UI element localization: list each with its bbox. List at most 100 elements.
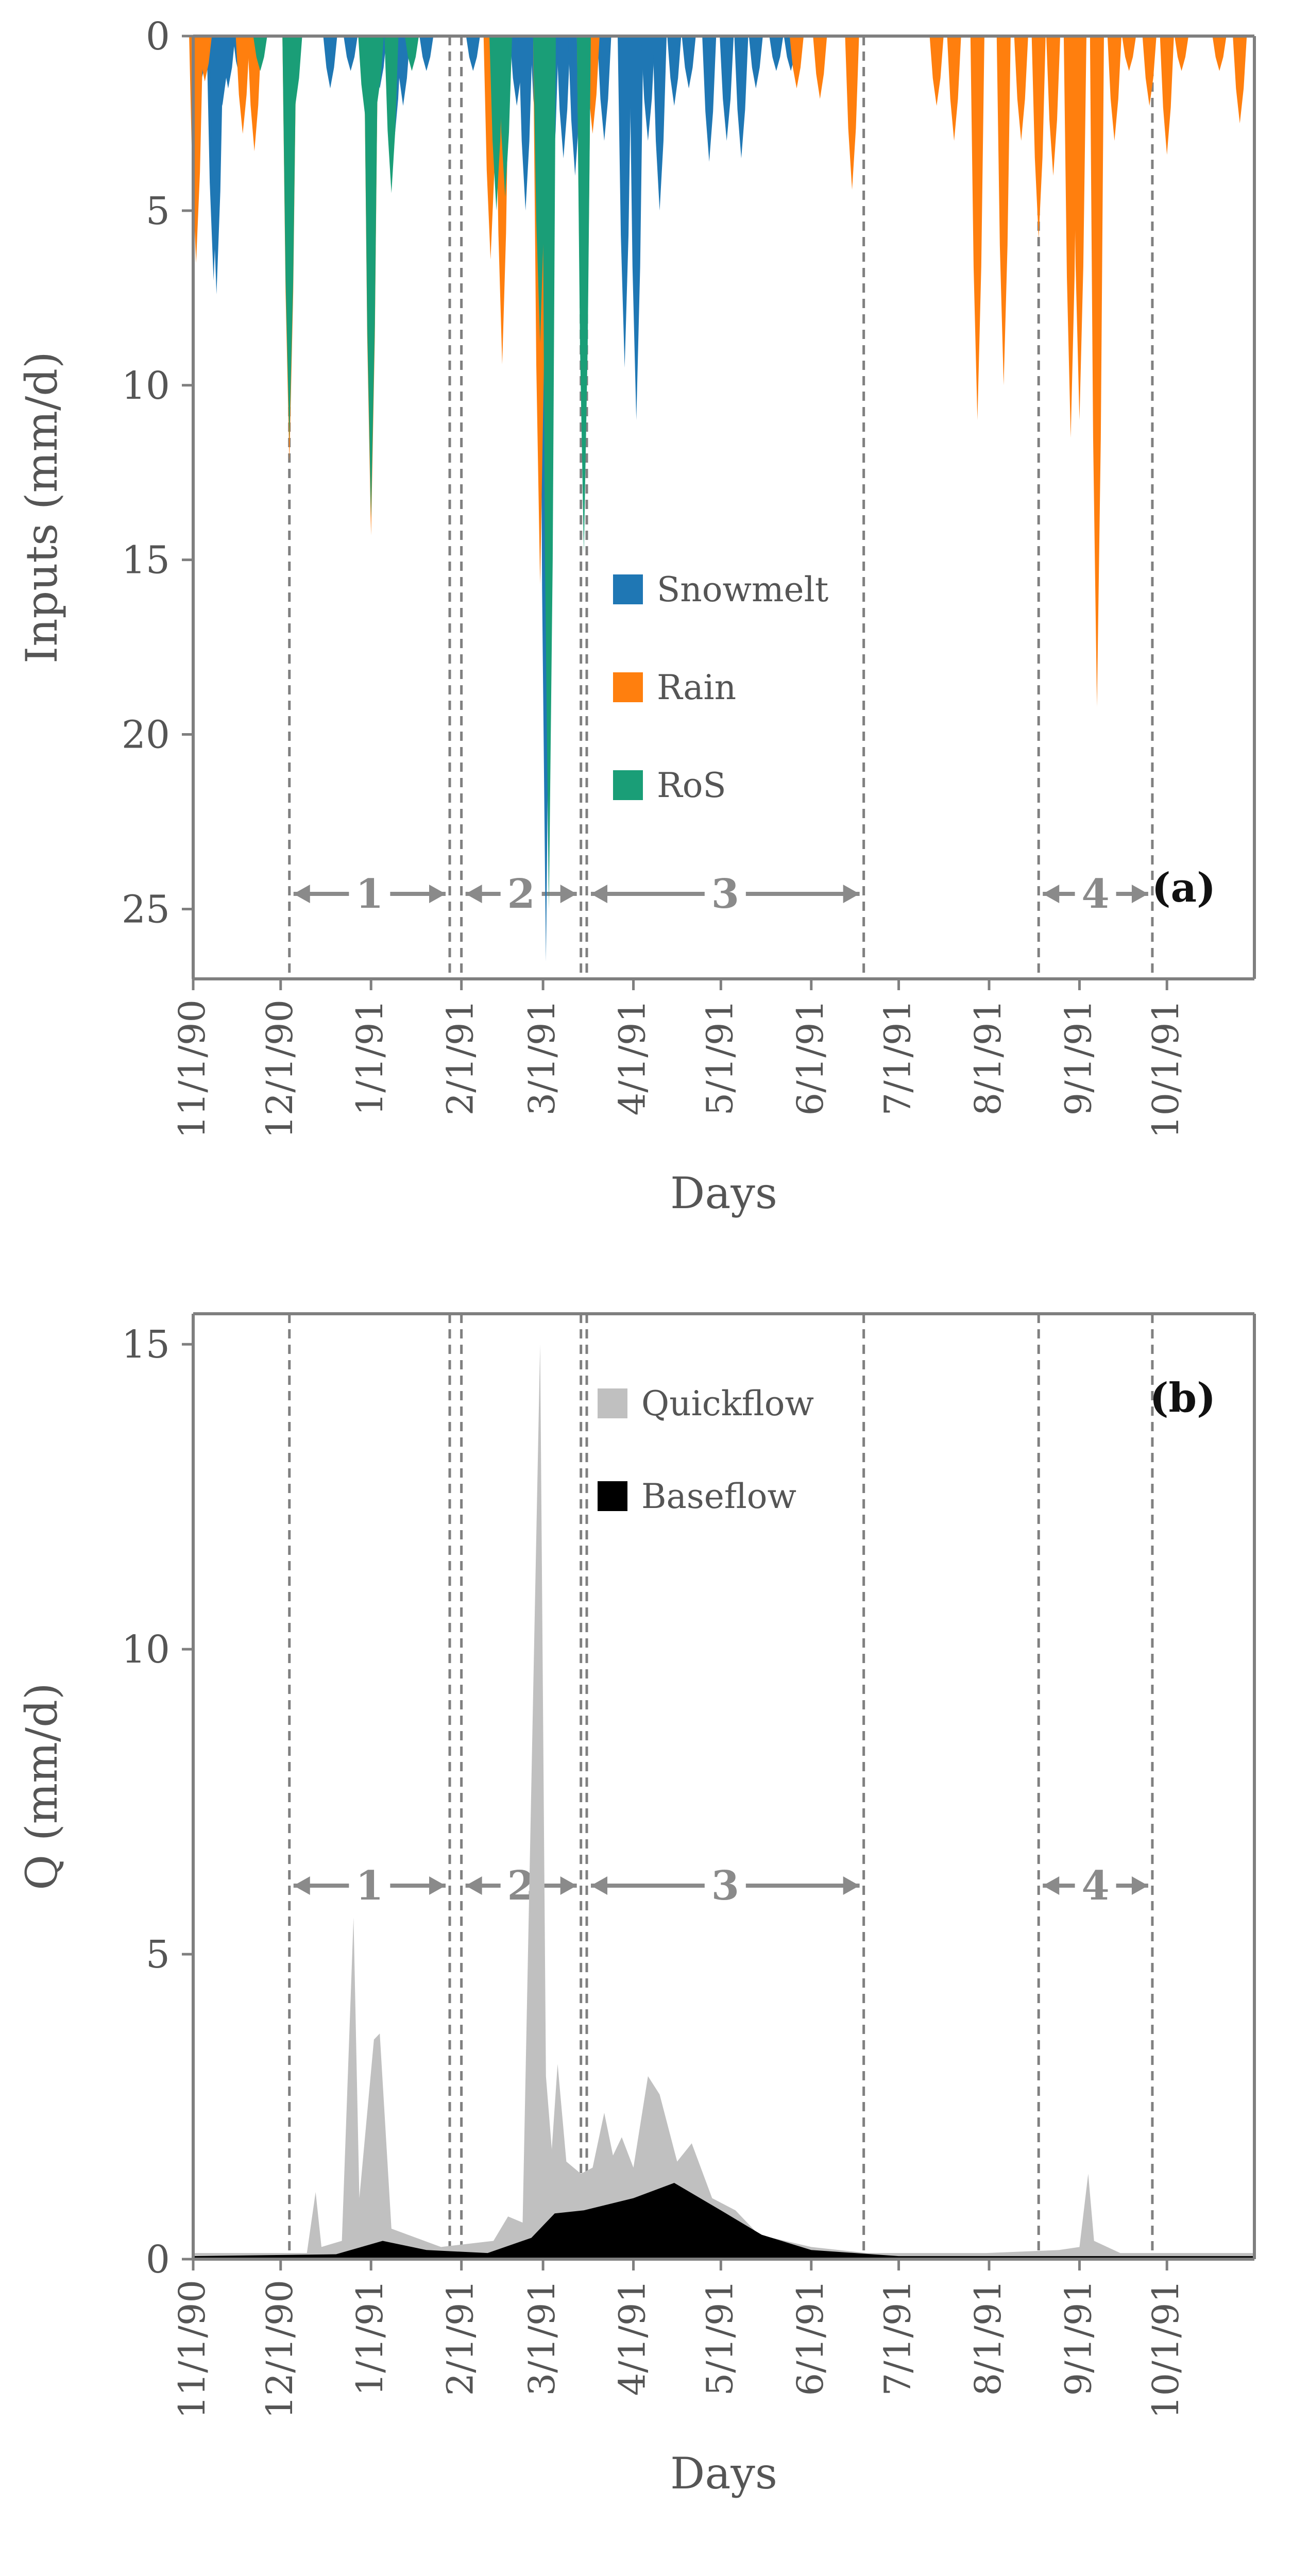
legend-label-baseflow: Baseflow	[641, 1477, 796, 1516]
period-4-arrowhead-right	[1131, 1876, 1148, 1895]
legend-label-ros: RoS	[657, 766, 726, 805]
legend: Quickflow Baseflow	[598, 1384, 814, 1516]
y-tick-label: 0	[146, 2238, 170, 2282]
snowmelt-spike	[667, 36, 682, 106]
rain-spike	[1107, 36, 1121, 141]
period-3-arrowhead-right	[843, 885, 860, 903]
ros-spike	[541, 36, 556, 909]
x-ticks: 11/1/90 12/1/90 1/1/91 2/1/91 3/1/91 4/1/91 5/…	[171, 979, 1187, 1139]
period-4-label: 4	[1081, 871, 1109, 918]
x-tick-label: 4/1/91	[611, 2280, 654, 2396]
rain-spike	[1031, 36, 1046, 239]
rain-spike	[247, 36, 262, 151]
snowmelt-spike	[518, 36, 533, 211]
period-3-arrowhead-left	[591, 885, 608, 903]
rain-spike	[1014, 36, 1028, 141]
y-tick-label: 10	[122, 364, 170, 408]
panel-label: (a)	[1152, 865, 1216, 911]
rain-spike	[198, 36, 212, 82]
y-tick-label: 20	[122, 713, 170, 757]
rain-spike	[1046, 36, 1061, 176]
x-tick-label: 12/1/90	[259, 2280, 301, 2419]
rain-spike	[996, 36, 1011, 385]
panel-label: (b)	[1150, 1375, 1216, 1421]
period-3-arrowhead-left	[591, 1876, 608, 1895]
x-tick-label: 10/1/91	[1145, 999, 1187, 1139]
x-tick-label: 10/1/91	[1145, 2280, 1187, 2419]
snowmelt-spike	[702, 36, 717, 162]
legend-swatch-baseflow	[598, 1481, 627, 1511]
y-tick-label: 25	[122, 887, 170, 931]
rain-spike	[813, 36, 827, 99]
snowmelt-spike	[629, 36, 643, 420]
period-3-label: 3	[711, 1862, 739, 1909]
period-3-label: 3	[711, 871, 739, 918]
x-tick-label: 11/1/90	[171, 2280, 213, 2419]
period-2-arrowhead-left	[465, 885, 482, 903]
x-tick-label: 8/1/91	[967, 999, 1009, 1115]
rain-spike	[1090, 36, 1104, 707]
period-2-label: 2	[507, 871, 535, 918]
period-1-arrowhead-left	[293, 885, 310, 903]
legend-label-quickflow: Quickflow	[641, 1384, 814, 1423]
period-1-arrowhead-left	[293, 1876, 310, 1895]
chart-panel-a: 1 2 3 4 0 5 10 15 20 25 11/1/90 12/1/90 1/1/91 2/1/91…	[16, 14, 1256, 1218]
x-tick-label: 9/1/91	[1057, 999, 1099, 1115]
period-1-arrowhead-right	[429, 885, 446, 903]
x-tick-label: 8/1/91	[967, 2280, 1009, 2396]
x-tick-label: 7/1/91	[877, 999, 919, 1115]
series-group	[193, 1344, 1254, 2259]
y-axis-label: Q (mm/d)	[16, 1683, 67, 1890]
series-ros	[253, 36, 591, 909]
legend-label-snowmelt: Snowmelt	[657, 570, 828, 609]
ros-spike	[404, 36, 419, 71]
rain-spike	[1160, 36, 1174, 155]
x-tick-label: 6/1/91	[789, 2280, 831, 2396]
rain-spike	[845, 36, 859, 190]
x-tick-label: 9/1/91	[1057, 2280, 1099, 2396]
snowmelt-spike	[682, 36, 696, 89]
y-ticks: 0 5 10 15	[122, 1323, 193, 2282]
ros-spike	[369, 36, 384, 106]
period-4-label: 4	[1081, 1862, 1109, 1909]
x-tick-label: 1/1/91	[349, 2280, 391, 2396]
y-tick-label: 10	[122, 1628, 170, 1672]
rain-spike	[1174, 36, 1189, 71]
rain-spike	[1072, 36, 1086, 420]
snowmelt-spike	[618, 36, 632, 368]
x-tick-label: 12/1/90	[259, 999, 301, 1139]
snowmelt-spike	[221, 36, 235, 89]
legend-swatch-quickflow	[598, 1388, 627, 1418]
period-2-arrowhead-left	[465, 1876, 482, 1895]
snowmelt-spike	[734, 36, 749, 159]
series-baseflow	[193, 2183, 1254, 2259]
snowmelt-spike	[749, 36, 763, 89]
y-tick-label: 5	[146, 1933, 170, 1977]
legend: Snowmelt Rain RoS	[613, 570, 828, 805]
baseflow-area	[193, 2183, 1254, 2259]
y-tick-label: 0	[146, 14, 170, 59]
period-4-arrowhead-left	[1043, 885, 1060, 903]
period-1-label: 1	[355, 1862, 383, 1909]
ros-spike	[282, 36, 297, 442]
x-axis-label: Days	[670, 1168, 777, 1218]
y-tick-label: 15	[122, 538, 170, 583]
ros-spike	[384, 36, 399, 193]
snowmelt-spike	[720, 36, 734, 141]
period-4-arrowhead-right	[1131, 885, 1148, 903]
ros-spike	[288, 36, 302, 106]
x-tick-label: 1/1/91	[349, 999, 391, 1115]
legend-swatch-rain	[613, 672, 643, 702]
period-4-arrowhead-left	[1043, 1876, 1060, 1895]
period-2-arrowhead-right	[560, 885, 577, 903]
x-tick-label: 7/1/91	[877, 2280, 919, 2396]
rain-spike	[970, 36, 984, 420]
snowmelt-spike	[769, 36, 784, 71]
series-group	[189, 36, 1247, 962]
snowmelt-spike	[641, 36, 655, 141]
ros-spike	[498, 36, 513, 197]
rain-spike	[789, 36, 804, 89]
